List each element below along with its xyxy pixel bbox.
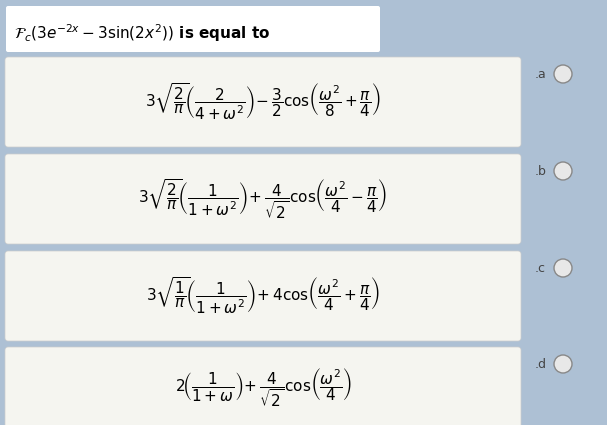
FancyBboxPatch shape	[5, 57, 521, 147]
Text: .d: .d	[535, 358, 547, 371]
Text: .a: .a	[535, 68, 547, 81]
FancyBboxPatch shape	[5, 154, 521, 244]
FancyBboxPatch shape	[5, 251, 521, 341]
Text: $\mathcal{F}_c(3e^{-2x}-3\sin(2x^2))$ is equal to: $\mathcal{F}_c(3e^{-2x}-3\sin(2x^2))$ is…	[14, 22, 271, 44]
Text: $3\sqrt{\dfrac{2}{\pi}}\!\left(\dfrac{1}{1+\omega^2}\right)\!+\dfrac{4}{\sqrt{2}: $3\sqrt{\dfrac{2}{\pi}}\!\left(\dfrac{1}…	[138, 177, 388, 221]
Text: .c: .c	[535, 262, 546, 275]
Text: .b: .b	[535, 165, 547, 178]
FancyBboxPatch shape	[6, 6, 380, 52]
Text: $2\!\left(\dfrac{1}{1+\omega}\right)\!+\dfrac{4}{\sqrt{2}}\cos\!\left(\dfrac{\om: $2\!\left(\dfrac{1}{1+\omega}\right)\!+\…	[174, 366, 351, 410]
Circle shape	[554, 65, 572, 83]
Circle shape	[554, 259, 572, 277]
Text: $3\sqrt{\dfrac{2}{\pi}}\!\left(\dfrac{2}{4+\omega^2}\right)\!-\dfrac{3}{2}\cos\!: $3\sqrt{\dfrac{2}{\pi}}\!\left(\dfrac{2}…	[145, 82, 381, 122]
FancyBboxPatch shape	[5, 347, 521, 425]
Circle shape	[554, 355, 572, 373]
Circle shape	[554, 162, 572, 180]
Text: $3\sqrt{\dfrac{1}{\pi}}\!\left(\dfrac{1}{1+\omega^2}\right)\!+4\cos\!\left(\dfra: $3\sqrt{\dfrac{1}{\pi}}\!\left(\dfrac{1}…	[146, 276, 380, 316]
